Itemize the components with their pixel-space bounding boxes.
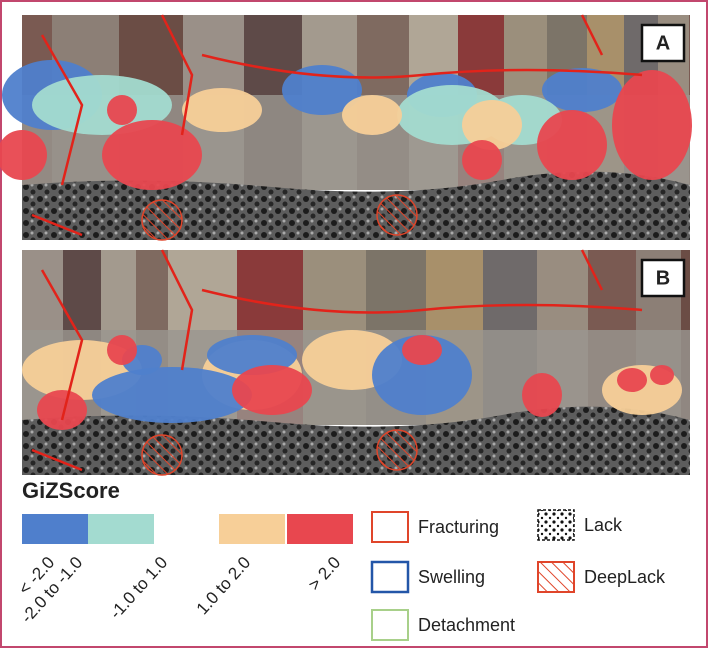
symbol-swatch xyxy=(538,510,574,540)
deeplack-mark xyxy=(142,435,182,475)
class-swatch xyxy=(22,514,88,544)
symbol-label: Swelling xyxy=(418,567,485,587)
deeplack-mark xyxy=(142,200,182,240)
score-blob xyxy=(92,367,252,423)
score-blob xyxy=(342,95,402,135)
symbol-swatch xyxy=(372,512,408,542)
score-blob xyxy=(522,373,562,417)
map-panel: B xyxy=(22,250,690,475)
symbol-label: Lack xyxy=(584,515,623,535)
symbol-label: DeepLack xyxy=(584,567,666,587)
symbol-label: Detachment xyxy=(418,615,515,635)
legend-title: GiZScore xyxy=(22,478,120,503)
symbol-swatch xyxy=(372,610,408,640)
score-blob xyxy=(37,390,87,430)
figure: AB GiZScore < -2.0-2.0 to -1.0-1.0 to 1.… xyxy=(0,0,708,648)
class-swatch xyxy=(88,514,154,544)
score-blob xyxy=(612,70,692,180)
score-blob xyxy=(537,110,607,180)
score-blob xyxy=(107,95,137,125)
panel-label: B xyxy=(656,267,670,289)
score-blob xyxy=(402,335,442,365)
symbol-swatch xyxy=(372,562,408,592)
score-blob xyxy=(650,365,674,385)
score-blob xyxy=(232,365,312,415)
symbol-label: Fracturing xyxy=(418,517,499,537)
deeplack-mark xyxy=(377,430,417,470)
score-blob xyxy=(462,140,502,180)
score-blob xyxy=(182,88,262,132)
class-swatch xyxy=(219,514,285,544)
score-blob xyxy=(102,120,202,190)
score-blob xyxy=(462,100,522,150)
score-blob xyxy=(617,368,647,392)
panel-label: A xyxy=(656,32,670,54)
score-blob xyxy=(107,335,137,365)
class-swatch xyxy=(287,514,353,544)
map-panel: A xyxy=(0,15,692,240)
symbol-swatch xyxy=(538,562,574,592)
deeplack-mark xyxy=(377,195,417,235)
